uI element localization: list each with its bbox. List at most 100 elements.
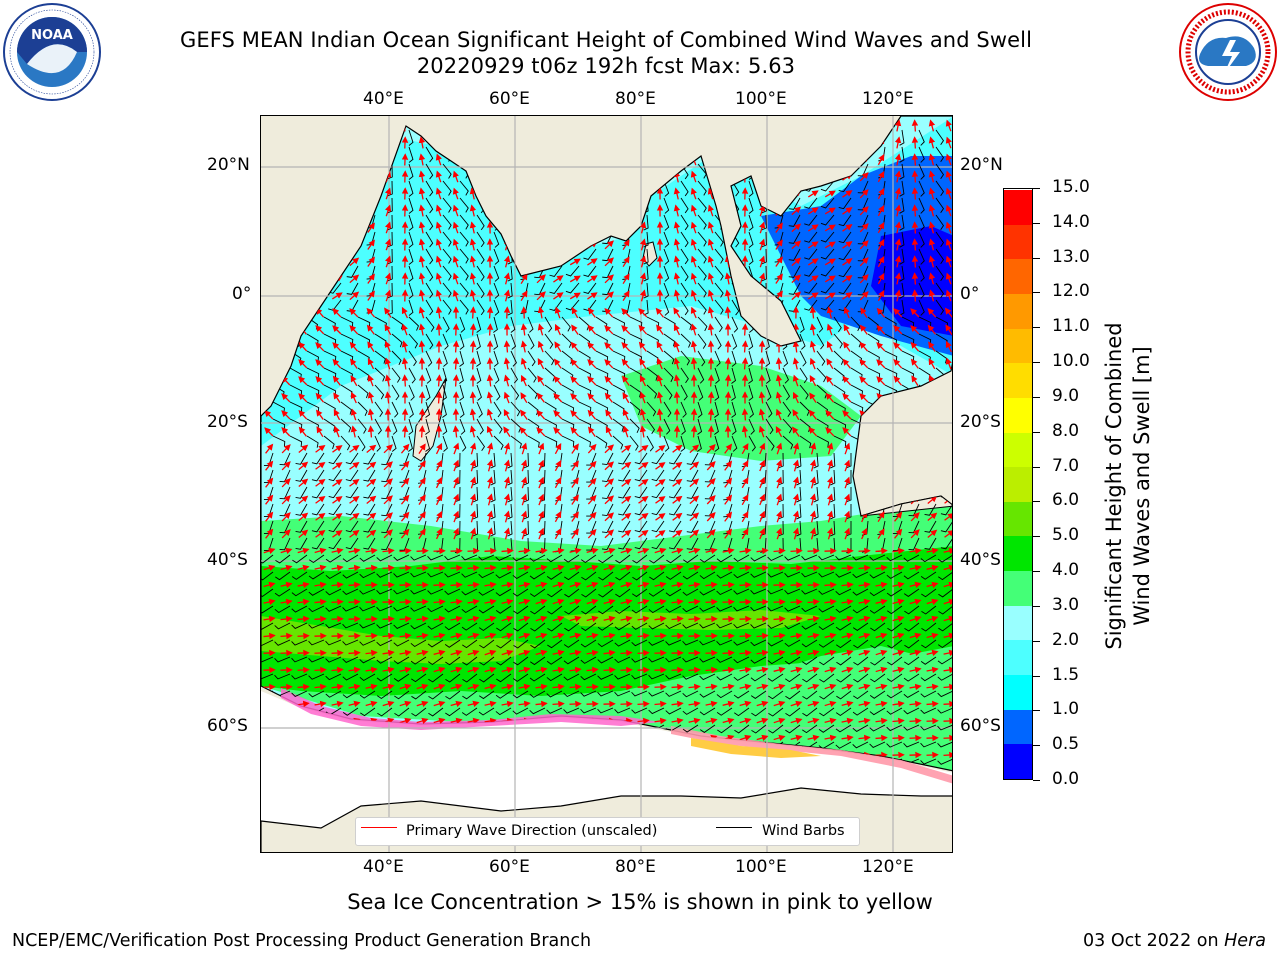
- wind-barb: [346, 282, 359, 295]
- wind-barb: [459, 401, 465, 418]
- wave-direction-arrow: [264, 410, 274, 420]
- wind-barb: [459, 214, 469, 230]
- wave-direction-arrow: [622, 273, 630, 285]
- wind-barb: [374, 367, 386, 382]
- wind-barb: [629, 418, 640, 433]
- wave-direction-arrow: [859, 240, 869, 250]
- colorbar-tick-label: 14.0: [1052, 211, 1090, 232]
- wind-barb: [918, 231, 925, 248]
- wind-barb: [918, 146, 925, 163]
- wave-direction-arrow: [469, 306, 477, 319]
- wind-barb: [838, 214, 852, 227]
- wave-direction-arrow: [348, 649, 361, 657]
- wave-direction-arrow: [298, 409, 308, 420]
- wave-direction-arrow: [553, 410, 563, 420]
- wave-direction-arrow: [638, 341, 647, 352]
- wind-barb: [804, 248, 818, 260]
- wave-direction-arrow: [452, 357, 460, 370]
- madagascar-island: [412, 377, 447, 462]
- wind-barb: [748, 197, 754, 214]
- wave-direction-arrow: [469, 272, 477, 285]
- wave-direction-arrow: [893, 325, 903, 335]
- wave-direction-arrow: [264, 427, 274, 437]
- wave-direction-arrow: [843, 324, 851, 336]
- wave-direction-arrow: [401, 323, 408, 336]
- wind-barb: [731, 333, 738, 350]
- wind-barb: [838, 299, 852, 312]
- wave-direction-arrow: [927, 307, 937, 318]
- wind-barb: [899, 180, 905, 197]
- wave-direction-arrow: [892, 734, 905, 742]
- wave-direction-arrow: [759, 272, 766, 285]
- wave-direction-arrow: [673, 425, 681, 438]
- wind-barb: [476, 299, 485, 316]
- wave-direction-arrow: [876, 359, 886, 369]
- wave-direction-arrow: [877, 239, 885, 251]
- wind-barb: [493, 299, 500, 316]
- wind-barb: [459, 367, 464, 384]
- wave-direction-arrow: [435, 306, 443, 319]
- wave-direction-arrow: [911, 153, 919, 166]
- wave-direction-arrow: [384, 374, 392, 387]
- wave-direction-arrow: [536, 392, 545, 403]
- wind-barb: [899, 282, 905, 299]
- wave-direction-arrow: [775, 273, 783, 284]
- wind-barb: [387, 282, 393, 299]
- wave-direction-arrow: [605, 409, 613, 420]
- wave-direction-arrow: [707, 289, 714, 302]
- wind-barb: [408, 316, 419, 331]
- wind-barb: [565, 299, 580, 311]
- wind-barb: [816, 316, 824, 333]
- wave-direction-arrow: [859, 223, 869, 233]
- wave-direction-arrow: [418, 153, 426, 166]
- wind-barb: [731, 418, 737, 435]
- wind-barb: [459, 231, 469, 247]
- wind-barb: [549, 265, 563, 277]
- colorbar-tick-label: 0.5: [1052, 734, 1080, 755]
- wave-direction-arrow: [841, 564, 854, 572]
- wind-barb: [850, 316, 861, 332]
- wave-direction-arrow: [910, 308, 920, 318]
- wind-barb: [714, 265, 724, 281]
- wave-direction-arrow: [654, 632, 667, 640]
- wind-barb: [408, 384, 415, 401]
- wave-direction-arrow: [503, 374, 511, 387]
- wave-direction-arrow: [622, 290, 630, 302]
- wind-barb: [799, 333, 806, 350]
- wave-direction-arrow: [673, 323, 681, 336]
- wind-barb: [425, 214, 434, 231]
- wave-direction-arrow: [435, 153, 442, 166]
- wind-barb: [459, 333, 465, 350]
- wave-direction-arrow: [673, 255, 681, 268]
- wave-direction-arrow: [859, 359, 869, 369]
- wave-direction-arrow: [928, 255, 936, 268]
- wave-direction-arrow: [928, 341, 936, 352]
- wind-barb: [408, 265, 414, 282]
- wind-barb: [816, 367, 827, 383]
- wave-direction-arrow: [808, 241, 819, 249]
- wave-direction-arrow: [842, 207, 853, 215]
- wave-direction-arrow: [280, 683, 293, 691]
- wave-direction-arrow: [503, 340, 511, 353]
- wind-barb: [833, 316, 842, 333]
- wave-direction-arrow: [587, 275, 598, 283]
- wind-barb: [459, 248, 469, 264]
- wave-direction-arrow: [384, 307, 392, 318]
- wave-direction-arrow: [638, 308, 648, 318]
- wave-direction-arrow: [537, 306, 545, 319]
- wave-direction-arrow: [707, 425, 715, 438]
- wave-direction-arrow: [894, 204, 902, 217]
- wave-direction-arrow: [842, 375, 852, 386]
- wind-barb: [493, 282, 500, 299]
- wave-direction-arrow: [537, 323, 545, 336]
- wind-barb: [761, 231, 767, 248]
- wave-direction-arrow: [809, 357, 816, 370]
- wind-barb: [697, 299, 707, 315]
- bottom-tick-120e: 120°E: [862, 857, 914, 877]
- wave-direction-arrow: [604, 307, 614, 318]
- colorbar-tick-mark: [1033, 257, 1040, 259]
- wave-direction-arrow: [705, 649, 718, 657]
- wave-direction-arrow: [791, 274, 802, 284]
- wind-barb: [804, 265, 818, 277]
- wave-direction-arrow: [367, 290, 375, 301]
